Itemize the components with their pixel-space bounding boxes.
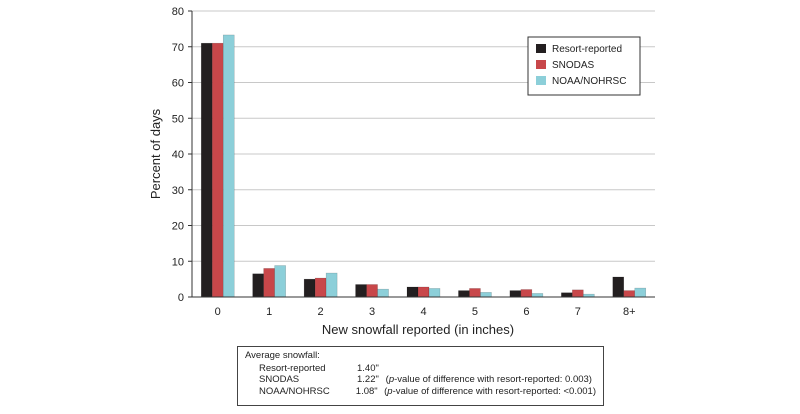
average-row-snodas: SNODAS 1.22" (p-value of difference with… bbox=[245, 374, 596, 386]
y-axis-title: Percent of days bbox=[148, 108, 163, 199]
bar bbox=[406, 286, 419, 298]
x-tick-label: 1 bbox=[266, 306, 272, 318]
y-tick-label: 10 bbox=[172, 256, 184, 268]
bar bbox=[480, 292, 492, 298]
y-tick-label: 0 bbox=[178, 292, 184, 304]
legend-label: SNODAS bbox=[552, 60, 595, 71]
x-axis-title: New snowfall reported (in inches) bbox=[322, 322, 514, 337]
legend-label: NOAA/NOHRSC bbox=[552, 76, 626, 87]
y-tick-label: 30 bbox=[172, 185, 184, 197]
bar bbox=[274, 265, 286, 298]
legend-box bbox=[527, 36, 641, 96]
bar bbox=[612, 276, 625, 298]
x-tick-label: 7 bbox=[575, 306, 581, 318]
bar bbox=[263, 268, 275, 298]
bar bbox=[211, 42, 224, 298]
x-tick-label: 0 bbox=[215, 306, 221, 318]
bar bbox=[222, 34, 235, 298]
bar bbox=[509, 290, 522, 298]
bar bbox=[428, 288, 441, 298]
bar bbox=[561, 292, 573, 298]
bar bbox=[200, 42, 213, 298]
legend-label: Resort-reported bbox=[552, 44, 622, 55]
average-label: SNODAS bbox=[259, 374, 300, 385]
average-note: (p-value of difference with resort-repor… bbox=[384, 385, 596, 397]
bar bbox=[303, 278, 316, 298]
bar bbox=[377, 288, 389, 298]
legend-swatch bbox=[536, 44, 546, 53]
average-note: (p-value of difference with resort-repor… bbox=[385, 374, 592, 385]
y-tick-label: 80 bbox=[172, 6, 184, 18]
average-value: 1.22" bbox=[357, 374, 379, 385]
bar bbox=[623, 290, 636, 298]
bar bbox=[520, 289, 533, 298]
average-snowfall-heading: Average snowfall: bbox=[245, 350, 320, 361]
average-value: 1.08" bbox=[355, 385, 378, 397]
y-tick-label: 60 bbox=[172, 78, 184, 90]
bar bbox=[572, 289, 584, 298]
y-tick-label: 70 bbox=[172, 42, 184, 54]
bar bbox=[355, 284, 367, 298]
bar bbox=[252, 273, 264, 298]
bar bbox=[634, 287, 647, 298]
y-tick-label: 40 bbox=[172, 149, 184, 161]
bar bbox=[314, 277, 327, 298]
bar bbox=[458, 290, 470, 298]
x-tick-label: 4 bbox=[420, 306, 426, 318]
x-tick-label: 6 bbox=[523, 306, 529, 318]
bar bbox=[417, 286, 430, 298]
y-tick-label: 20 bbox=[172, 221, 184, 233]
legend: Resort-reported SNODAS NOAA/NOHRSC bbox=[527, 36, 641, 96]
x-tick-label: 2 bbox=[318, 306, 324, 318]
x-tick-label: 5 bbox=[472, 306, 478, 318]
average-label: Resort-reported bbox=[259, 362, 326, 374]
x-tick-label: 8+ bbox=[623, 306, 636, 318]
y-tick-label: 50 bbox=[172, 113, 184, 125]
legend-swatch bbox=[536, 60, 546, 69]
bar bbox=[325, 272, 338, 298]
x-tick-label: 3 bbox=[369, 306, 375, 318]
snowfall-bar-chart: 0 10 20 30 40 50 60 70 80 0 1 2 3 4 5 6 7 8+ Resort-repor… bbox=[148, 6, 655, 337]
average-row-noaa: NOAA/NOHRSC 1.08" (p-value of difference… bbox=[245, 386, 596, 398]
average-label: NOAA/NOHRSC bbox=[259, 385, 330, 397]
gridlines bbox=[192, 10, 655, 262]
average-row-resort: Resort-reported 1.40" bbox=[245, 363, 596, 375]
average-snowfall-box: Average snowfall: Resort-reported 1.40" … bbox=[237, 346, 604, 406]
axes: 0 10 20 30 40 50 60 70 80 0 1 2 3 4 5 6 7 8+ bbox=[172, 6, 655, 318]
legend-swatch bbox=[536, 76, 546, 85]
bar bbox=[531, 293, 544, 298]
average-value: 1.40" bbox=[357, 362, 379, 374]
bar bbox=[469, 288, 481, 298]
bar bbox=[366, 284, 378, 298]
